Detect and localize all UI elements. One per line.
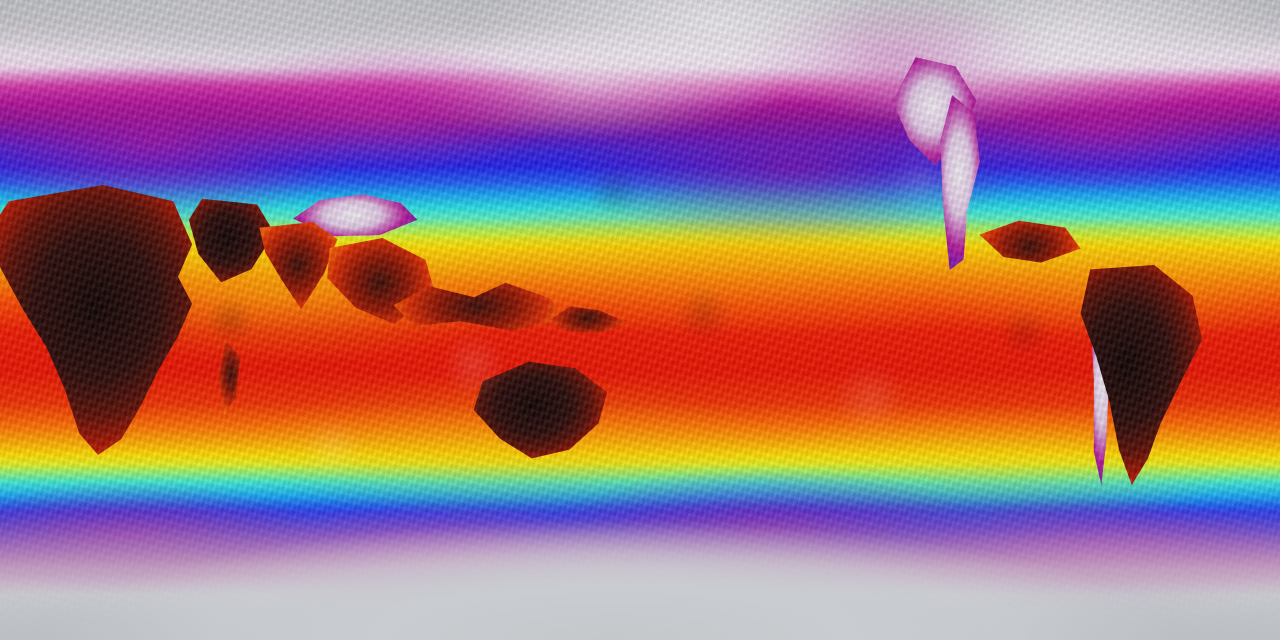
arctic-ice-cap-region [0, 0, 1280, 190]
region-madagascar [218, 340, 241, 415]
region-antarctica [0, 505, 1280, 640]
